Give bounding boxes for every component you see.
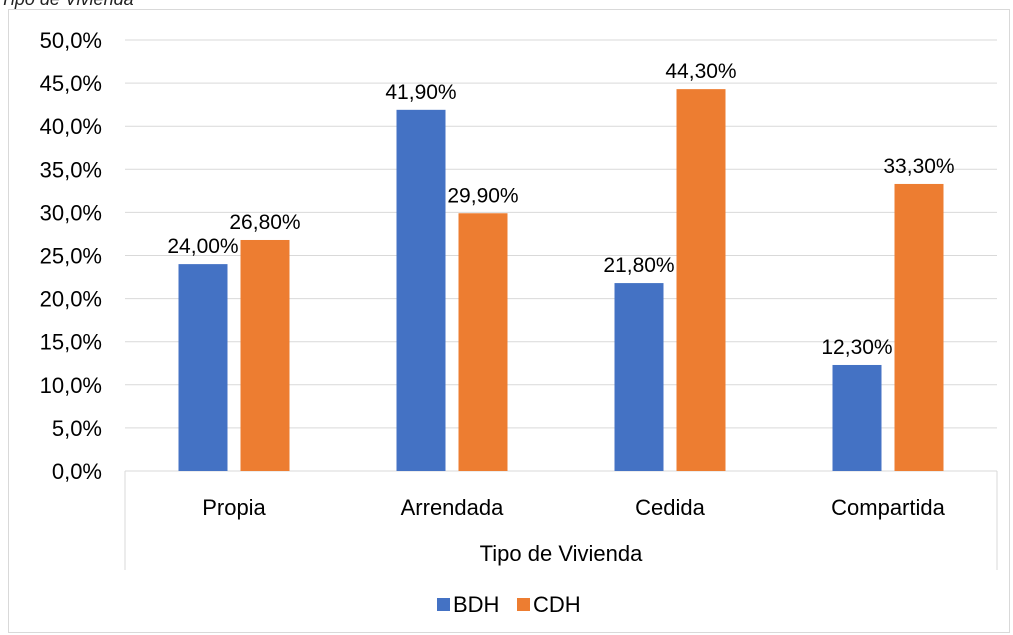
bar-bdh bbox=[614, 283, 664, 471]
y-tick-label: 15,0% bbox=[40, 330, 102, 355]
data-label: 26,80% bbox=[229, 211, 300, 234]
bar-bdh bbox=[396, 109, 446, 472]
bar-cdh bbox=[676, 89, 726, 471]
bar-bdh bbox=[832, 364, 882, 471]
data-label: 29,90% bbox=[447, 184, 518, 207]
y-tick-label: 40,0% bbox=[40, 114, 102, 139]
data-label: 21,80% bbox=[603, 254, 674, 277]
legend-label-bdh: BDH bbox=[453, 592, 499, 617]
y-tick-label: 20,0% bbox=[40, 287, 102, 312]
y-tick-label: 30,0% bbox=[40, 200, 102, 225]
data-label: 44,30% bbox=[665, 60, 736, 83]
chart-caption: Tipo de Vivienda bbox=[0, 0, 134, 10]
bar-cdh bbox=[240, 239, 290, 471]
y-tick-label: 10,0% bbox=[40, 373, 102, 398]
y-tick-label: 0,0% bbox=[52, 459, 102, 484]
y-tick-label: 45,0% bbox=[40, 71, 102, 96]
category-label: Propia bbox=[202, 495, 266, 520]
y-tick-label: 35,0% bbox=[40, 157, 102, 182]
x-axis-title: Tipo de Vivienda bbox=[480, 541, 643, 566]
legend-label-cdh: CDH bbox=[533, 592, 581, 617]
category-label: Cedida bbox=[635, 495, 705, 520]
y-tick-label: 25,0% bbox=[40, 244, 102, 269]
data-label: 41,90% bbox=[385, 81, 456, 104]
bar-cdh bbox=[458, 213, 508, 471]
bar-bdh bbox=[178, 264, 228, 471]
category-label: Arrendada bbox=[401, 495, 505, 520]
y-tick-label: 50,0% bbox=[40, 28, 102, 53]
data-label: 12,30% bbox=[821, 336, 892, 359]
y-tick-label: 5,0% bbox=[52, 416, 102, 441]
legend-swatch-bdh bbox=[437, 598, 450, 611]
data-label: 24,00% bbox=[167, 235, 238, 258]
category-label: Compartida bbox=[831, 495, 945, 520]
data-label: 33,30% bbox=[883, 155, 954, 178]
bar-cdh bbox=[894, 183, 944, 472]
chart-frame bbox=[8, 9, 1010, 633]
legend-swatch-cdh bbox=[517, 598, 530, 611]
